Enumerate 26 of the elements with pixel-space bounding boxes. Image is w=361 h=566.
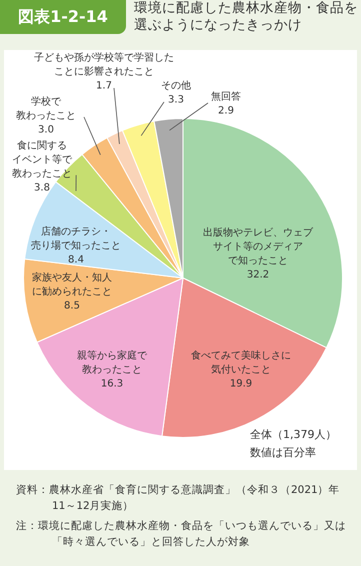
- text: 数値は百分率: [250, 445, 316, 461]
- text: 注：環境に配慮した農林水産物・食品を「いつも選んでいる」又は「時々選んでいる」と回答した人が対象: [16, 519, 346, 550]
- data-label: 2.9: [218, 106, 234, 117]
- slice-label: 店舗のチラシ・売り場で知ったこと: [31, 226, 121, 252]
- data-label: 3.3: [168, 94, 184, 106]
- chart-title: 環境に配慮した農林水産物・食品を選ぶようになったきっかけ: [134, 0, 358, 34]
- data-label: 1.7: [96, 80, 112, 92]
- slice-label: 親等から家庭で教わったこと: [77, 350, 148, 376]
- slice-label: 食に関するイベント等で教わったこと: [12, 140, 73, 180]
- data-label: 3.8: [34, 182, 50, 194]
- slice-label: 子どもや孫が学校等で学習したことに影響されたこと: [34, 52, 174, 78]
- slice-label: 学校で教わったこと: [16, 96, 76, 122]
- slice-label: 家族や友人・知人に勧められたこと: [32, 272, 112, 298]
- slice-label: 食べてみて美味しさに気付いたこと: [191, 350, 291, 376]
- slice-label: 出版物やテレビ、ウェブサイト等のメディアで知ったこと: [203, 226, 314, 267]
- text: 全体（1,379人）: [250, 427, 336, 443]
- text: 資料：農林水産省「食育に関する意識調査」（令和３（2021）年11～12月実施）: [16, 483, 341, 514]
- slice-label: 無回答: [211, 90, 241, 103]
- data-label: 19.9: [230, 378, 252, 390]
- data-label: 16.3: [100, 378, 124, 390]
- data-label: 8.5: [64, 300, 80, 312]
- data-label: 3.0: [38, 124, 54, 136]
- data-label: 8.4: [68, 254, 84, 266]
- slice-label: その他: [161, 80, 191, 92]
- data-label: 32.2: [246, 270, 270, 281]
- chart-subtitle: 図表1-2-14: [0, 0, 126, 34]
